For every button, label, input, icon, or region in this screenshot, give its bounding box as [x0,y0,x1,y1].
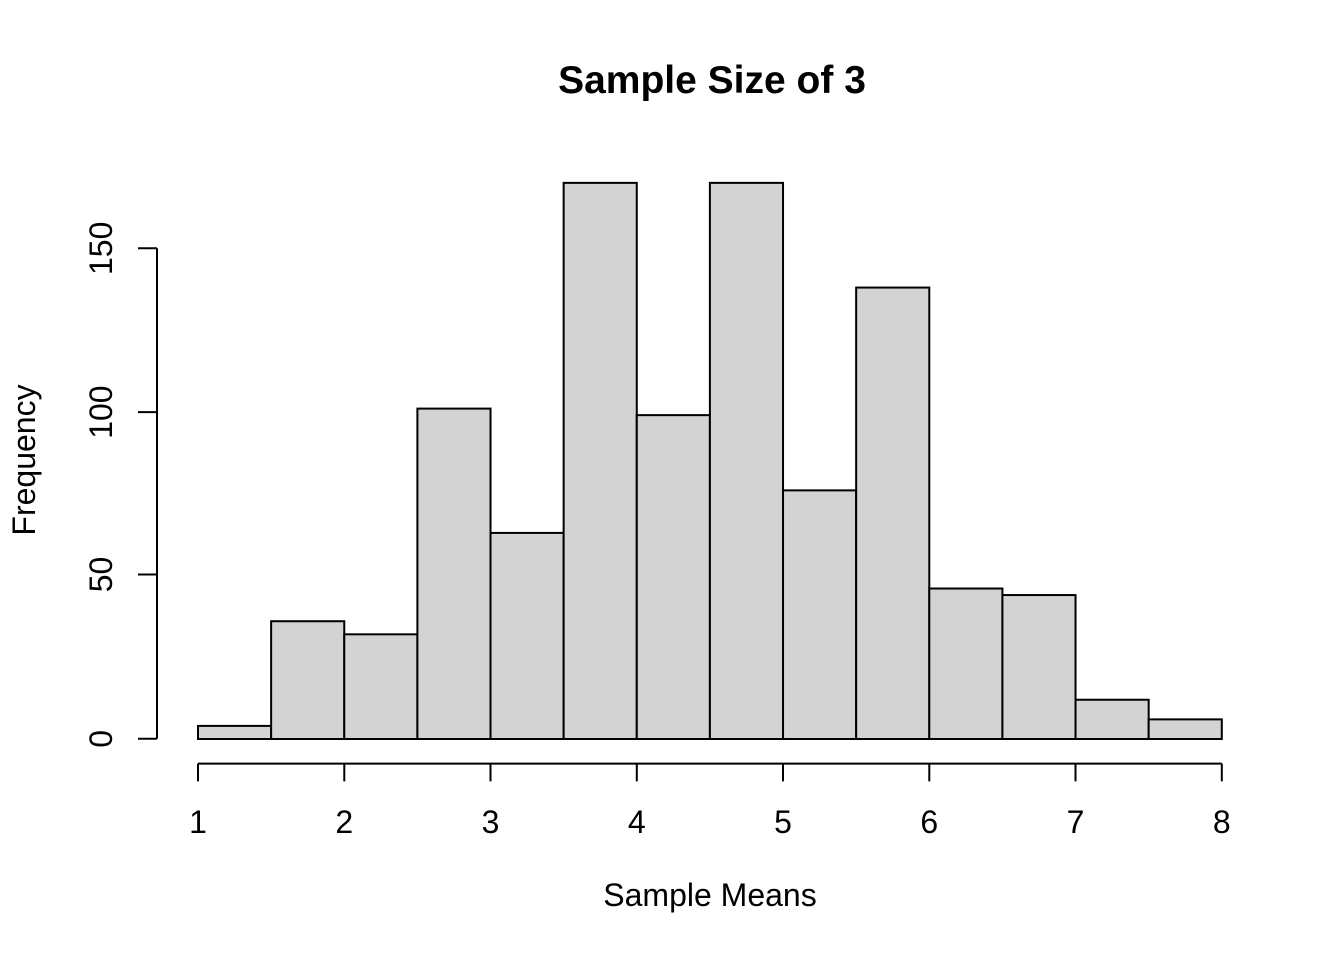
svg-text:Sample Means: Sample Means [603,877,816,913]
svg-text:150: 150 [83,222,119,275]
svg-text:5: 5 [774,804,792,840]
svg-text:3: 3 [482,804,500,840]
svg-text:50: 50 [83,557,119,593]
svg-text:7: 7 [1067,804,1085,840]
svg-text:100: 100 [83,385,119,438]
svg-text:2: 2 [335,804,353,840]
svg-text:0: 0 [83,730,119,748]
svg-text:Sample Size of 3: Sample Size of 3 [558,59,866,102]
svg-text:Frequency: Frequency [6,384,42,535]
svg-text:4: 4 [628,804,646,840]
svg-text:1: 1 [189,804,207,840]
svg-text:8: 8 [1213,804,1231,840]
svg-text:6: 6 [920,804,938,840]
